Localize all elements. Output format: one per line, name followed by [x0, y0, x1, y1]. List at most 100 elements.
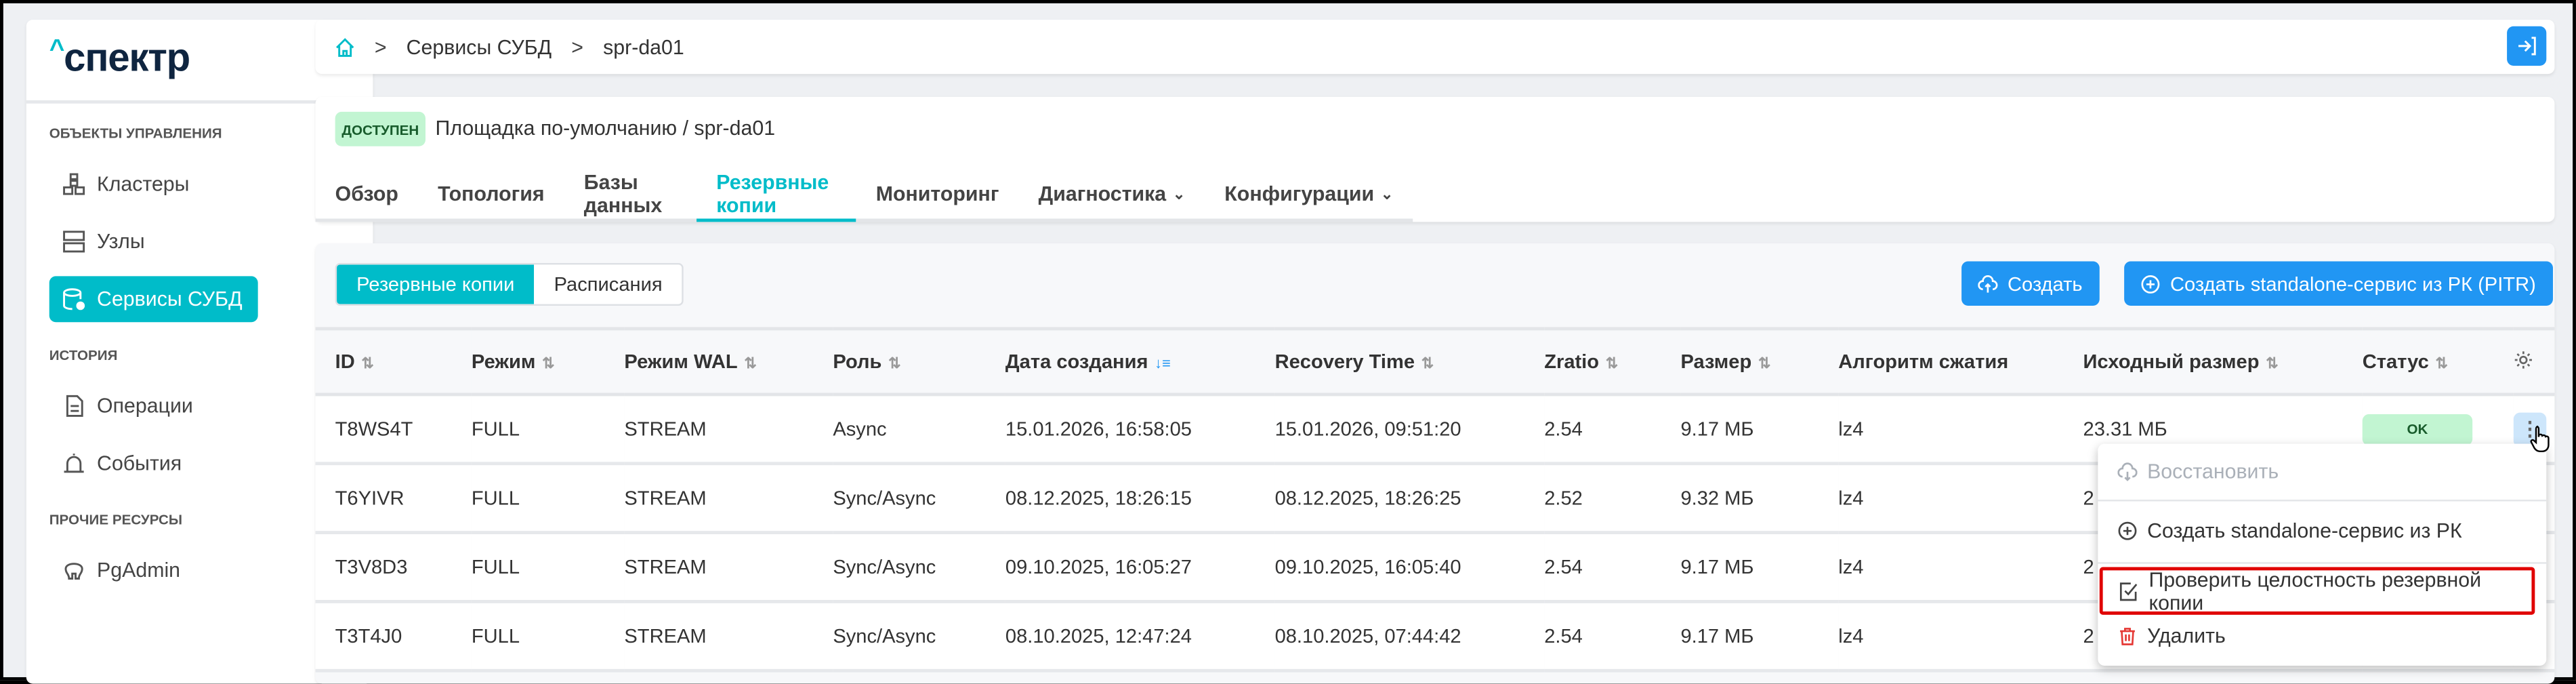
sidebar: ^спектр ОБЪЕКТЫ УПРАВЛЕНИЯ Кластеры Узлы…: [26, 20, 373, 684]
tab-monitoring[interactable]: Мониторинг: [875, 182, 999, 206]
cell-text: Sync/Async: [833, 624, 936, 648]
cell-text: lz4: [1838, 555, 1864, 579]
table-cell: STREAM: [624, 532, 833, 603]
sort-icon[interactable]: ⇅: [542, 355, 555, 371]
hand-cursor-icon: [2530, 425, 2550, 453]
sort-icon[interactable]: ⇅: [1605, 355, 1619, 371]
table-cell: 08.12.2025, 18:26:15: [1005, 463, 1275, 535]
column-header[interactable]: Дата создания ↓≡: [1005, 327, 1275, 397]
table-cell: 2.54: [1544, 601, 1681, 672]
cell-text: 2: [2083, 624, 2094, 648]
tab-overview[interactable]: Обзор: [335, 182, 398, 206]
sort-desc-icon[interactable]: ↓≡: [1155, 355, 1171, 371]
sidebar-item-nodes[interactable]: Узлы: [49, 218, 258, 264]
sort-icon[interactable]: ⇅: [1421, 355, 1434, 371]
create-pitr-button[interactable]: Создать standalone-сервис из РК (PITR): [2124, 261, 2553, 306]
table-row[interactable]: T8WS4T FULL STREAM Async 15.01.2026, 16:58:0…: [315, 394, 2555, 466]
table-cell: T8WS4T: [315, 394, 472, 466]
cell-text: 15.01.2026, 09:51:20: [1274, 417, 1461, 441]
cell-text: 09.10.2025, 16:05:27: [1005, 555, 1192, 579]
sort-icon[interactable]: ⇅: [744, 355, 757, 371]
sidebar-item-db-services[interactable]: Сервисы СУБД: [49, 276, 258, 323]
table-cell: FULL: [471, 532, 625, 603]
menu-item-delete[interactable]: Удалить: [2098, 620, 2546, 652]
column-header[interactable]: Статус ⇅: [2362, 327, 2514, 397]
sort-icon[interactable]: ⇅: [1758, 355, 1771, 371]
chevron-down-icon: ⌄: [1380, 184, 1394, 202]
cell-text: Sync/Async: [833, 486, 936, 510]
cell-text: 2.52: [1544, 486, 1583, 510]
cell-text: STREAM: [624, 555, 707, 579]
sidebar-item-operations[interactable]: Операции: [49, 383, 258, 429]
logout-button[interactable]: [2507, 26, 2547, 66]
column-header[interactable]: Режим ⇅: [471, 327, 625, 397]
sort-icon[interactable]: ⇅: [361, 355, 374, 371]
cell-text: STREAM: [624, 624, 707, 648]
menu-item-verify-integrity[interactable]: Проверить целостность резервной копии: [2099, 567, 2535, 615]
chevron-right-icon: >: [571, 35, 584, 59]
chevron-right-icon: >: [374, 35, 387, 59]
segment-backups[interactable]: Резервные копии: [337, 264, 535, 304]
cell-text: 9.17 МБ: [1680, 555, 1754, 579]
sort-icon[interactable]: ⇅: [2266, 355, 2279, 371]
clusters-icon: [63, 173, 85, 195]
divider: [2098, 562, 2547, 564]
cell-text: T3V8D3: [335, 555, 408, 579]
table-cell: 15.01.2026, 09:51:20: [1274, 394, 1545, 466]
logo[interactable]: ^спектр: [49, 36, 190, 81]
table-cell: lz4: [1838, 463, 2083, 535]
column-header[interactable]: Режим WAL ⇅: [624, 327, 833, 397]
cell-text: STREAM: [624, 417, 707, 441]
sidebar-item-label: Кластеры: [97, 172, 190, 196]
column-header-label: ID: [335, 350, 355, 374]
breadcrumb-item[interactable]: Сервисы СУБД: [406, 35, 552, 59]
tab-databases[interactable]: Базы данных: [583, 171, 663, 218]
tab-backups[interactable]: Резервные копии: [697, 169, 856, 222]
sort-icon[interactable]: ⇅: [2435, 355, 2448, 371]
table-cell: 9.32 МБ: [1680, 463, 1839, 535]
table-cell: 08.10.2025, 12:47:24: [1005, 601, 1275, 672]
sidebar-item-pgadmin[interactable]: PgAdmin: [49, 547, 258, 593]
create-button[interactable]: Создать: [1961, 261, 2099, 306]
cell-text: T8WS4T: [335, 417, 413, 441]
table-cell: FULL: [471, 394, 625, 466]
tab-diagnostics[interactable]: Диагностика ⌄: [1038, 182, 1186, 206]
column-header[interactable]: Размер ⇅: [1680, 327, 1839, 397]
column-header-label: Роль: [833, 350, 882, 374]
tab-configurations[interactable]: Конфигурации ⌄: [1224, 182, 1394, 206]
sidebar-item-clusters[interactable]: Кластеры: [49, 161, 258, 207]
cell-text: 2: [2083, 555, 2094, 579]
menu-item-create-standalone[interactable]: Создать standalone-сервис из РК: [2098, 515, 2546, 547]
tabs: Обзор Топология Базы данных Резервные ко…: [315, 169, 1413, 222]
cell-text: T6YIVR: [335, 486, 404, 510]
cell-text: 08.12.2025, 18:26:15: [1005, 486, 1192, 510]
segment-schedules[interactable]: Расписания: [554, 273, 663, 296]
divider: [2098, 500, 2547, 502]
cell-text: lz4: [1838, 624, 1864, 648]
column-settings[interactable]: [2513, 327, 2555, 397]
table-cell: T6YIVR: [315, 463, 472, 535]
column-header[interactable]: Исходный размер ⇅: [2083, 327, 2363, 397]
cell-text: lz4: [1838, 486, 1864, 510]
sidebar-item-events[interactable]: События: [49, 441, 258, 487]
cell-text: FULL: [471, 486, 520, 510]
column-header[interactable]: ID ⇅: [315, 327, 472, 397]
table-cell: 2.52: [1544, 463, 1681, 535]
table-cell: FULL: [471, 601, 625, 672]
service-header: ДОСТУПЕН Площадка по-умолчанию / spr-da0…: [315, 97, 2555, 222]
column-header[interactable]: Алгоритм сжатия: [1838, 327, 2083, 397]
gear-icon[interactable]: [2514, 349, 2533, 369]
tab-topology[interactable]: Топология: [438, 182, 545, 206]
cell-text: FULL: [471, 417, 520, 441]
menu-item-restore[interactable]: Восстановить: [2098, 456, 2546, 488]
sidebar-section-title: ИСТОРИЯ: [49, 346, 118, 363]
home-icon[interactable]: [335, 37, 355, 57]
column-header[interactable]: Recovery Time ⇅: [1274, 327, 1545, 397]
cell-text: 08.10.2025, 07:44:42: [1274, 624, 1461, 648]
table-cell: 9.17 МБ: [1680, 601, 1839, 672]
cell-text: T3T4J0: [335, 624, 402, 648]
sort-icon[interactable]: ⇅: [888, 355, 901, 371]
column-header[interactable]: Zratio ⇅: [1544, 327, 1681, 397]
table-cell: 08.10.2025, 07:44:42: [1274, 601, 1545, 672]
column-header[interactable]: Роль ⇅: [833, 327, 1005, 397]
